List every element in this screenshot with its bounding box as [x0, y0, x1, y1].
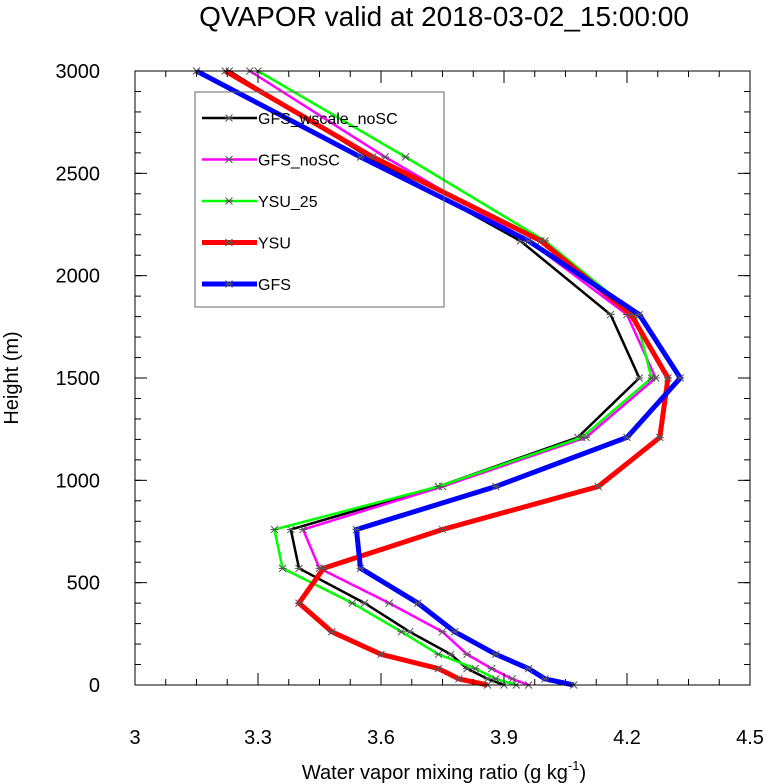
legend-item: YSU_25 [202, 194, 318, 211]
data-point-marker [635, 374, 644, 382]
x-axis-label-text: Water vapor mixing ratio (g kg [302, 762, 568, 784]
legend-marker [225, 280, 233, 288]
tick-labels: 3 3.3 3.6 3.9 4.2 4.5 0 500 1000 1500 2000 2500 3000 [56, 61, 764, 749]
data-point-marker [397, 627, 406, 636]
data-point-marker [352, 525, 361, 534]
legend-marker [225, 114, 233, 122]
data-point-marker [434, 664, 443, 673]
data-point-marker [356, 564, 365, 573]
data-point-marker [446, 650, 455, 659]
data-point-marker [356, 153, 365, 161]
y-tick-label: 0 [89, 675, 100, 697]
legend-item: GFS_noSC [202, 153, 340, 170]
x-axis-label-close: ) [579, 762, 586, 784]
legend-item: YSU [202, 236, 291, 253]
data-point-marker [655, 433, 664, 442]
data-point-marker [377, 650, 385, 659]
data-point-marker [434, 650, 443, 659]
chart-title: QVAPOR valid at 2018-03-02_15:00:00 [199, 1, 689, 32]
data-point-marker [454, 675, 463, 683]
data-point-marker [385, 599, 394, 607]
legend-item: GFS_wscale_noSC [202, 111, 398, 128]
data-point-marker [450, 627, 459, 636]
x-tick-label: 4.5 [736, 727, 764, 749]
x-tick-label: 4.2 [613, 727, 641, 749]
data-point-marker [491, 650, 500, 659]
data-point-marker [541, 675, 549, 683]
data-point-marker [676, 374, 685, 382]
data-point-marker [463, 650, 472, 659]
data-point-marker [270, 525, 279, 534]
series-GFS [192, 67, 685, 689]
x-tick-label: 3.6 [367, 727, 395, 749]
x-axis-label: Water vapor mixing ratio (g kg-1) [302, 758, 586, 784]
x-tick-label: 3 [129, 727, 140, 749]
data-point-marker [438, 525, 447, 534]
data-point-marker [508, 675, 517, 683]
legend-marker [225, 155, 233, 164]
data-point-marker [360, 599, 369, 607]
data-point-marker [327, 627, 336, 636]
data-point-marker [319, 564, 328, 573]
data-point-marker [606, 310, 615, 319]
legend: GFS_wscale_noSC GFS_noSC YSU_25 YSU GFS [194, 91, 445, 308]
legend-marker [225, 197, 233, 205]
data-point-marker [295, 599, 303, 607]
data-point-marker [438, 627, 447, 636]
legend-label: GFS [258, 277, 291, 294]
y-tick-label: 1000 [56, 470, 101, 492]
data-point-marker [278, 564, 287, 573]
data-point-marker [295, 564, 303, 573]
y-tick-label: 2000 [56, 266, 101, 288]
data-point-marker [536, 237, 545, 245]
legend-label: YSU_25 [258, 194, 318, 211]
data-point-marker [487, 664, 496, 673]
y-tick-label: 1500 [56, 368, 101, 390]
axis-ticks [134, 70, 751, 686]
data-point-marker [594, 482, 603, 491]
data-point-marker [524, 237, 533, 245]
y-tick-label: 3000 [56, 61, 101, 83]
data-point-marker [413, 599, 422, 607]
data-point-marker [491, 675, 500, 683]
data-point-marker [647, 374, 656, 382]
y-tick-label: 2500 [56, 163, 101, 185]
data-point-marker [471, 664, 480, 673]
legend-item: GFS [202, 277, 291, 294]
data-point-marker [623, 433, 631, 442]
data-point-marker [491, 482, 500, 491]
legend-label: GFS_wscale_noSC [258, 111, 398, 128]
series-YSU [221, 67, 672, 689]
x-axis-label-exponent: -1 [568, 758, 580, 773]
x-tick-label: 3.9 [490, 727, 518, 749]
data-point-marker [286, 525, 295, 534]
y-axis-label: Height (m) [1, 331, 23, 424]
x-tick-label: 3.3 [244, 727, 272, 749]
data-point-marker [664, 374, 672, 382]
data-point-marker [348, 599, 357, 607]
y-tick-label: 500 [67, 573, 100, 595]
legend-marker [225, 238, 233, 247]
data-point-marker [434, 482, 443, 491]
legend-label: GFS_noSC [258, 153, 340, 170]
data-point-marker [401, 153, 410, 161]
data-point-marker [635, 310, 644, 319]
data-point-marker [299, 525, 308, 534]
data-point-marker [524, 664, 533, 673]
legend-box [194, 91, 445, 308]
data-point-marker [577, 433, 586, 442]
legend-label: YSU [258, 236, 291, 253]
